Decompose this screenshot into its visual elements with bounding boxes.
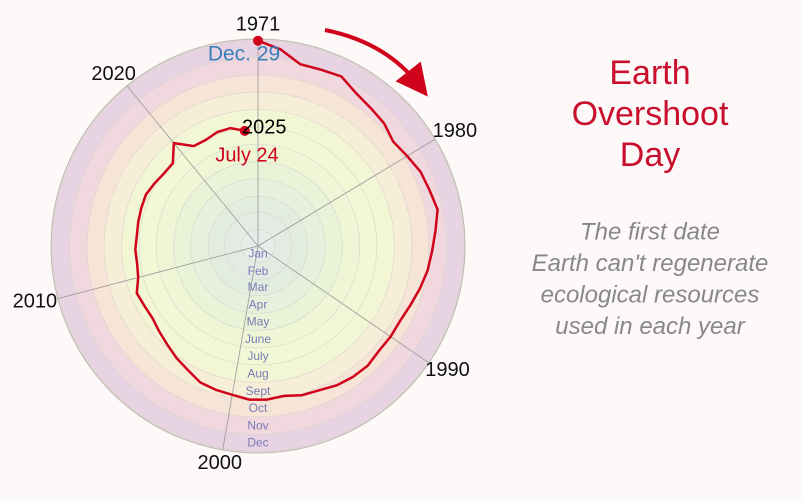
month-label: June [245, 332, 271, 346]
end-point [253, 35, 263, 46]
annotation: Dec. 29 [208, 43, 280, 66]
month-label: Mar [248, 280, 269, 294]
month-label: Sept [246, 384, 271, 398]
chart-title: Day [620, 136, 680, 174]
spoke [57, 245, 259, 300]
chart-title: Overshoot [572, 95, 729, 133]
chart-title: Earth [609, 54, 690, 92]
annotation: 2025 [242, 116, 287, 138]
month-label: Jan [248, 247, 267, 261]
spoke-label: 2000 [197, 452, 242, 474]
month-label: July [247, 349, 268, 363]
spoke-label: 1971 [236, 13, 281, 35]
spoke [222, 245, 259, 451]
spoke [126, 85, 259, 247]
month-label: Apr [249, 298, 268, 312]
overshoot-line [134, 39, 439, 401]
subtitle: Earth can't regenerate [532, 250, 769, 277]
month-label: Nov [247, 419, 268, 433]
subtitle: The first date [580, 218, 720, 245]
spoke-label: 2010 [13, 290, 58, 312]
month-label: Aug [247, 367, 268, 381]
subtitle: used in each year [555, 313, 745, 340]
month-label: May [247, 315, 270, 329]
subtitle: ecological resources [541, 281, 760, 308]
spoke-label: 1990 [425, 359, 470, 381]
annotation: July 24 [215, 144, 278, 166]
spoke-label: 1980 [433, 120, 478, 142]
spoke-label: 2020 [91, 63, 136, 85]
month-label: Oct [249, 401, 268, 415]
spoke [257, 245, 430, 364]
spoke [257, 138, 436, 247]
month-label: Dec [247, 436, 268, 450]
plot-area: 1971 1980 1990 2000 2010 2020 Jan Feb Mar Apr May J… [13, 13, 477, 474]
end-point [239, 125, 250, 136]
month-label: Feb [248, 264, 269, 278]
direction-arrow [324, 28, 428, 97]
